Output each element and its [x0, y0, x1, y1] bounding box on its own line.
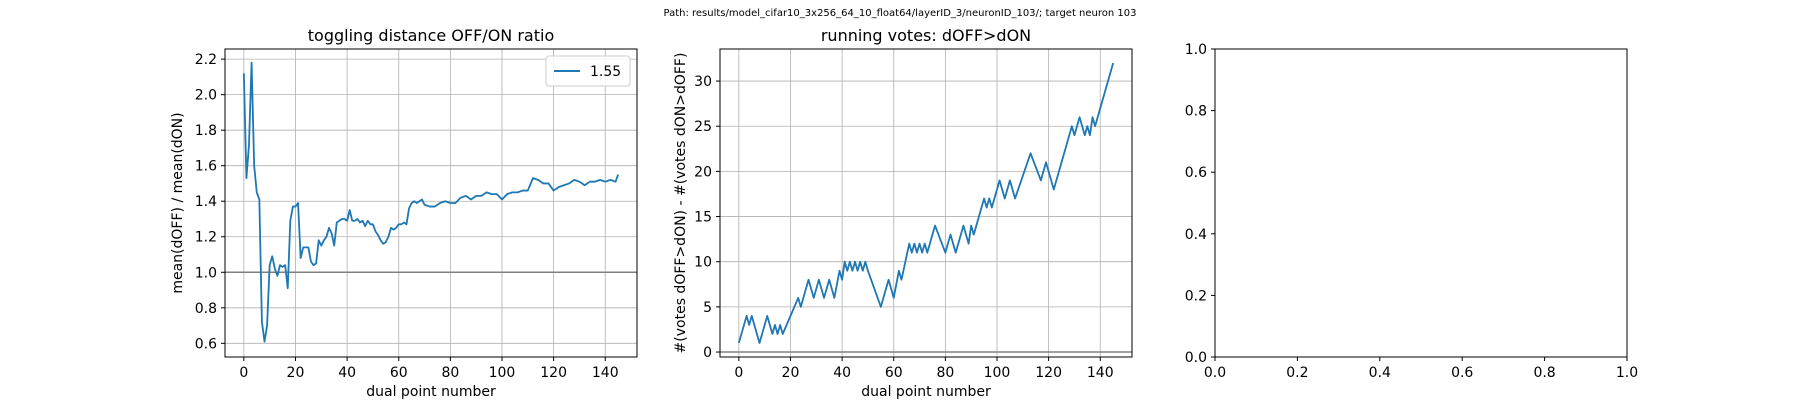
y-tick-label: 1.2	[195, 230, 217, 246]
x-tick-label: 80	[936, 365, 954, 381]
series-line-1	[737, 62, 1115, 344]
y-tick-label: 0.0	[1185, 350, 1207, 366]
y-tick-label: 0.2	[1185, 288, 1207, 304]
y-tick-label: 0.6	[1185, 165, 1207, 181]
chart-title: running votes: dOFF>dON	[821, 26, 1031, 45]
x-tick-label: 0	[734, 365, 743, 381]
y-tick-label: 1.6	[195, 159, 217, 175]
x-tick-label: 100	[984, 365, 1011, 381]
x-tick-label: 0.8	[1533, 365, 1555, 381]
x-tick-label: 80	[441, 365, 459, 381]
y-tick-label: 5	[703, 300, 712, 316]
y-tick-label: 1.0	[1185, 42, 1207, 58]
y-axis-label: mean(dOFF) / mean(dON)	[170, 112, 186, 293]
y-tick-label: 30	[694, 74, 712, 90]
y-tick-label: 20	[694, 164, 712, 180]
subplot-2: 0 20 40 60 80 100 120 140 0 5 10 15 20 25 30 running vo…	[673, 26, 1133, 400]
y-tick-label: 1.8	[195, 123, 217, 139]
y-tick-label: 1.0	[195, 265, 217, 281]
y-tick-label: 0	[703, 345, 712, 361]
x-tick-label: 40	[338, 365, 356, 381]
legend: 1.55	[545, 55, 631, 87]
legend-label: 1.55	[590, 64, 621, 80]
x-tick-label: 120	[540, 365, 567, 381]
subplot-3: 0.0 0.2 0.4 0.6 0.8 1.0 0.0 0.2 0.4 0.6 0.8 1.0	[1185, 42, 1638, 381]
x-tick-label: 140	[1087, 365, 1114, 381]
y-tick-label: 1.4	[195, 194, 217, 210]
x-tick-label: 0.2	[1286, 365, 1308, 381]
subplot-1: 0 20 40 60 80 100 120 140 0.6 0.8 1.0 1.2 1.4 1.6 1.8 2…	[170, 26, 638, 400]
axes-frame	[719, 48, 1133, 358]
y-axis-label: #(votes dOFF>dON) - #(votes dON>dOFF)	[673, 53, 689, 354]
x-tick-label: 60	[390, 365, 408, 381]
chart-title: toggling distance OFF/ON ratio	[308, 26, 554, 45]
y-tick-label: 2.2	[195, 52, 217, 68]
legend-box	[545, 55, 631, 87]
x-tick-label: 60	[885, 365, 903, 381]
x-axis-label: dual point number	[366, 384, 496, 400]
x-axis-label: dual point number	[861, 384, 991, 400]
x-tick-label: 0.6	[1451, 365, 1473, 381]
x-tick-label: 0.0	[1204, 365, 1226, 381]
y-tick-label: 0.8	[1185, 104, 1207, 120]
x-tick-label: 0.4	[1369, 365, 1391, 381]
y-tick-label: 0.8	[195, 301, 217, 317]
x-tick-label: 40	[833, 365, 851, 381]
x-tick-label: 20	[287, 365, 305, 381]
x-tick-label: 120	[1035, 365, 1062, 381]
x-tick-label: 100	[489, 365, 516, 381]
x-tick-label: 20	[782, 365, 800, 381]
series-line-1	[242, 61, 620, 343]
axes-frame	[224, 48, 638, 358]
x-tick-label: 0	[239, 365, 248, 381]
x-tick-label: 1.0	[1616, 365, 1638, 381]
y-tick-label: 0.6	[195, 336, 217, 352]
y-tick-label: 25	[694, 119, 712, 135]
y-tick-label: 15	[694, 210, 712, 226]
x-tick-label: 140	[592, 365, 619, 381]
figure-suptitle: Path: results/model_cifar10_3x256_64_10_…	[664, 8, 1137, 19]
axes-frame	[1214, 48, 1628, 358]
y-tick-label: 10	[694, 255, 712, 271]
y-tick-label: 0.4	[1185, 227, 1207, 243]
y-tick-label: 2.0	[195, 88, 217, 104]
